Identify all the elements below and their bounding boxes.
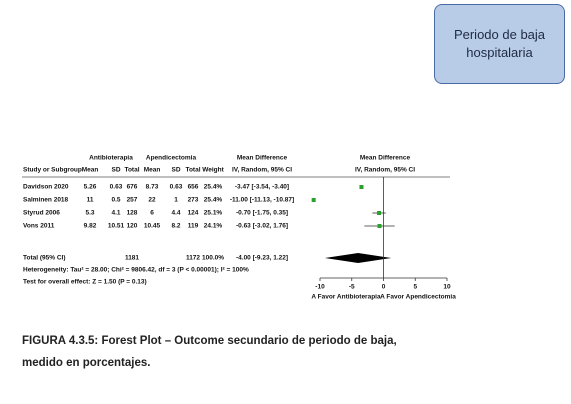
column-header: Study or Subgroup <box>23 167 82 174</box>
summary-diamond <box>324 253 392 263</box>
column-header: SD <box>111 167 120 174</box>
caption: FIGURA 4.3.5: Forest Plot – Outcome secu… <box>22 335 397 369</box>
total-n1: 1181 <box>125 255 139 262</box>
study-name: Vons 2011 <box>23 223 55 230</box>
x-tick-label: 5 <box>413 284 417 291</box>
effect-label: -3.47 [-3.54, -3.40] <box>235 184 289 191</box>
study-cell: 6 <box>150 210 154 217</box>
study-cell: 10.45 <box>144 223 161 230</box>
study-cell: 1 <box>174 197 178 204</box>
study-cell: 10.51 <box>108 223 125 230</box>
study-cell: 4.1 <box>111 210 120 217</box>
x-tick-label: -10 <box>315 284 325 291</box>
study-cell: 9.82 <box>84 223 97 230</box>
x-tick-label: -5 <box>349 284 355 291</box>
study-cell: 22 <box>148 197 156 204</box>
study-cell: 8.73 <box>146 184 159 191</box>
study-cell: 119 <box>188 223 199 230</box>
effect-square <box>311 198 316 202</box>
study-cell: 5.26 <box>84 184 97 191</box>
total-effect-label: -4.00 [-9.23, 1.22] <box>236 255 288 262</box>
study-cell: 273 <box>188 197 199 204</box>
overall-effect: Test for overall effect: Z = 1.50 (P = 0… <box>23 279 147 286</box>
column-header: Weight <box>202 167 224 174</box>
study-cell: 25.4% <box>204 184 223 191</box>
study-name: Styrud 2006 <box>23 210 60 217</box>
x-tick-label: 10 <box>443 284 451 291</box>
study-cell: 25.4% <box>204 197 223 204</box>
group-header: Apendicectomia <box>146 155 197 162</box>
study-cell: 656 <box>188 184 199 191</box>
study-cell: 676 <box>127 184 138 191</box>
group-header: Mean Difference <box>237 155 288 162</box>
study-cell: 5.3 <box>85 210 94 217</box>
study-cell: 24.1% <box>204 223 223 230</box>
effect-square <box>359 185 364 189</box>
heterogeneity: Heterogeneity: Tau² = 28.00; Chi² = 9806… <box>23 267 249 274</box>
study-cell: 0.63 <box>110 184 123 191</box>
study-cell: 11 <box>87 197 94 204</box>
study-cell: 120 <box>127 223 138 230</box>
study-cell: 4.4 <box>171 210 180 217</box>
total-n2: 1172 <box>186 255 200 262</box>
badge: Periodo de baja hospitalaria <box>434 4 565 84</box>
study-cell: 0.5 <box>111 197 120 204</box>
group-header: Mean Difference <box>360 155 411 162</box>
effect-square <box>377 211 382 215</box>
column-header: IV, Random, 95% CI <box>355 167 415 174</box>
effect-label: -0.70 [-1.75, 0.35] <box>236 210 288 217</box>
column-header: IV, Random, 95% CI <box>232 167 292 174</box>
column-header: Mean <box>144 167 161 174</box>
study-cell: 25.1% <box>204 210 223 217</box>
favours-right: A Favor Apendicectomia <box>380 294 456 301</box>
study-cell: 124 <box>188 210 199 217</box>
study-cell: 8.2 <box>171 223 180 230</box>
x-tick-label: 0 <box>382 284 386 291</box>
total-name: Total (95% CI) <box>23 255 66 262</box>
effect-label: -11.00 [-11.13, -10.87] <box>230 197 294 204</box>
column-header: SD <box>171 167 180 174</box>
study-cell: 128 <box>127 210 138 217</box>
study-cell: 0.63 <box>170 184 183 191</box>
column-header: Total <box>185 167 200 174</box>
study-name: Salminen 2018 <box>23 197 69 204</box>
effect-label: -0.63 [-3.02, 1.76] <box>236 223 288 230</box>
group-header: Antibioterapia <box>89 155 133 162</box>
study-name: Davidson 2020 <box>23 184 69 191</box>
favours-left: A Favor Antibioterapia <box>311 294 381 301</box>
column-header: Mean <box>82 167 99 174</box>
study-cell: 257 <box>127 197 138 204</box>
column-header: Total <box>124 167 139 174</box>
total-weight: 100.0% <box>202 255 224 262</box>
effect-square <box>377 224 382 228</box>
